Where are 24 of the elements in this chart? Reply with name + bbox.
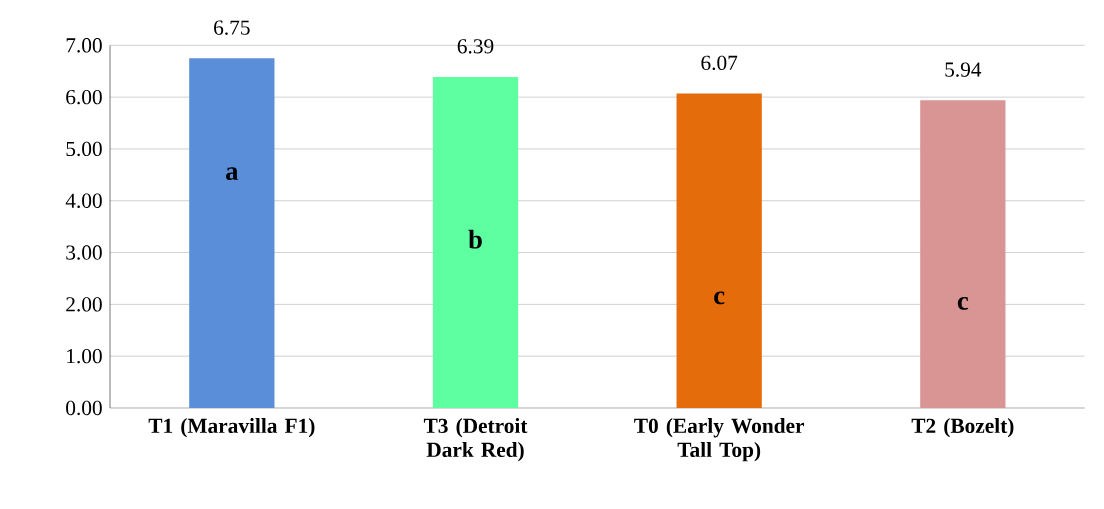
bar (432, 76, 519, 408)
data-label: 6.39 (457, 39, 494, 54)
x-tick-label: T1 (Maravilla F1) (148, 418, 315, 438)
bar (189, 58, 275, 408)
y-tick-label: 3.00 (66, 245, 102, 260)
data-label: 6.07 (701, 55, 738, 71)
y-tick-label: 0.00 (66, 400, 102, 416)
y-tick-label: 4.00 (65, 193, 102, 208)
x-tick-label: T3 (Detroit Dark Red) (423, 418, 528, 462)
annotation: c (714, 291, 725, 305)
data-label: 5.94 (945, 62, 982, 77)
bar (920, 100, 1006, 408)
annotation: c (957, 296, 969, 310)
y-tick-label: 2.00 (66, 297, 102, 312)
y-tick-label: 6.00 (66, 89, 102, 105)
data-label: 6.75 (214, 20, 250, 35)
y-tick-label: 7.00 (66, 38, 102, 53)
annotation: a (226, 167, 239, 181)
y-tick-label: 1.00 (67, 348, 102, 364)
bar (676, 93, 762, 408)
x-tick-label: T0 (Early Wonder Tall Top) (634, 418, 805, 462)
y-tick-label: 5.00 (66, 141, 102, 157)
annotation: b (468, 229, 482, 249)
x-tick-label: T2 (Bozelt) (911, 418, 1014, 438)
